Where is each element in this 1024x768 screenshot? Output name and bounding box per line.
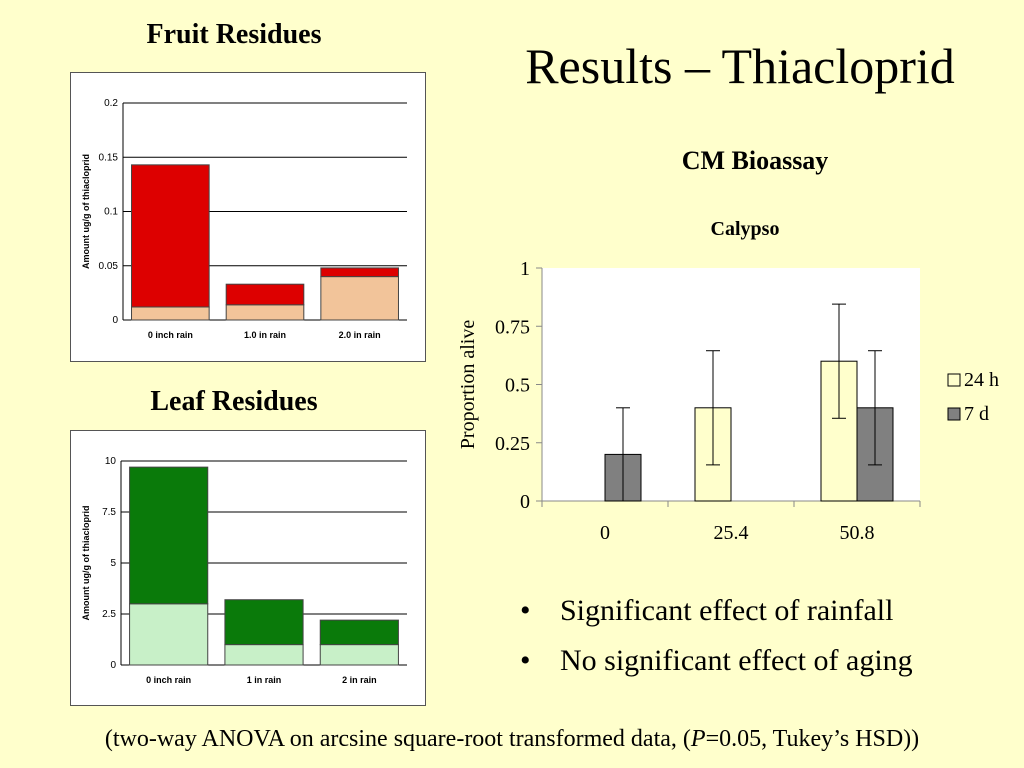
fruit-residues-heading: Fruit Residues — [146, 19, 322, 50]
fruit-chart-frame: 0 0.05 0.1 0.15 0.2 0 inch rain 1.0 in rain 2.0… — [70, 72, 426, 362]
fruit-bar-base — [320, 276, 399, 321]
leaf-residues-heading: Leaf Residues — [150, 386, 318, 417]
fruit-bar-base — [131, 306, 210, 321]
statistics-footnote: (two-way ANOVA on arcsine square-root tr… — [0, 722, 1024, 756]
calypso-legend-swatch — [947, 407, 961, 421]
fruit-y-axis-label: Amount ug/g of thiacloprid — [81, 154, 91, 269]
leaf-ytick-label: 2.5 — [102, 609, 116, 620]
leaf-ytick-label: 0 — [110, 660, 116, 671]
bullet-text: Significant effect of rainfall — [560, 594, 894, 627]
calypso-y-axis-label: Proportion alive — [457, 320, 479, 450]
footnote-p-symbol: P — [690, 726, 706, 752]
calypso-category-label: 50.8 — [840, 522, 875, 544]
fruit-ytick-label: 0.1 — [104, 207, 118, 218]
calypso-ytick-label: 1 — [520, 258, 530, 280]
fruit-category-label: 2.0 in rain — [339, 330, 381, 340]
fruit-category-label: 0 inch rain — [148, 330, 193, 340]
leaf-bar-top — [129, 466, 209, 605]
footnote-text-end: =0.05, Tukey’s HSD)) — [705, 726, 920, 752]
bullet-item: • Significant effect of rainfall — [520, 586, 913, 636]
calypso-ytick-label: 0.25 — [495, 433, 530, 455]
calypso-chart-title: Calypso — [710, 218, 780, 240]
bullet-dot: • — [520, 644, 531, 677]
calypso-legend-swatch — [947, 373, 961, 387]
fruit-residues-chart: 0 0.05 0.1 0.15 0.2 0 inch rain 1.0 in rain 2.0… — [81, 98, 407, 340]
leaf-ytick-label: 7.5 — [102, 507, 116, 518]
leaf-bar-top — [319, 619, 399, 646]
bullet-item: • No significant effect of aging — [520, 636, 913, 686]
fruit-ytick-label: 0.15 — [99, 152, 119, 163]
slide-title: Results – Thiacloprid — [525, 38, 955, 94]
results-bullet-list: • Significant effect of rainfall • No sign… — [520, 586, 913, 686]
leaf-bar-base — [319, 644, 399, 666]
fruit-ytick-label: 0 — [112, 315, 118, 326]
leaf-bar-base — [129, 603, 209, 666]
fruit-ytick-label: 0.2 — [104, 98, 118, 109]
calypso-legend-label: 24 h — [964, 369, 999, 391]
footnote-text-start: (two-way ANOVA on arcsine square-root tr… — [104, 726, 691, 752]
leaf-bar-base — [224, 644, 304, 666]
calypso-legend-label: 7 d — [964, 403, 989, 425]
bullet-text: No significant effect of aging — [560, 644, 913, 677]
leaf-chart-frame: 0 2.5 5 7.5 10 0 inch rain 1 in rain 2 in rain A… — [70, 430, 426, 706]
fruit-bar-top — [320, 267, 399, 278]
bioassay-heading: CM Bioassay — [681, 146, 829, 175]
leaf-y-axis-label: Amount ug/g of thiacloprid — [81, 506, 91, 621]
leaf-bar-top — [224, 599, 304, 646]
fruit-ytick-label: 0.05 — [99, 261, 119, 272]
leaf-residues-chart: 0 2.5 5 7.5 10 0 inch rain 1 in rain 2 in rain A… — [81, 456, 407, 685]
calypso-ytick-label: 0 — [520, 491, 530, 513]
calypso-ytick-label: 0.5 — [505, 375, 530, 397]
fruit-bar-base — [225, 304, 305, 321]
calypso-category-label: 0 — [600, 522, 610, 544]
calypso-category-label: 25.4 — [714, 522, 749, 544]
leaf-category-label: 2 in rain — [342, 675, 377, 685]
leaf-category-label: 0 inch rain — [146, 675, 191, 685]
fruit-bar-top — [225, 283, 305, 306]
fruit-category-label: 1.0 in rain — [244, 330, 286, 340]
calypso-ytick-label: 0.75 — [495, 316, 530, 338]
leaf-category-label: 1 in rain — [247, 675, 282, 685]
calypso-bioassay-chart: 0 0.25 0.5 0.75 1 0 25.4 50.8 Proportion alive 24… — [457, 258, 999, 544]
fruit-bar-top — [131, 164, 210, 308]
leaf-ytick-label: 10 — [105, 456, 117, 467]
leaf-ytick-label: 5 — [110, 558, 116, 569]
bullet-dot: • — [520, 594, 531, 627]
